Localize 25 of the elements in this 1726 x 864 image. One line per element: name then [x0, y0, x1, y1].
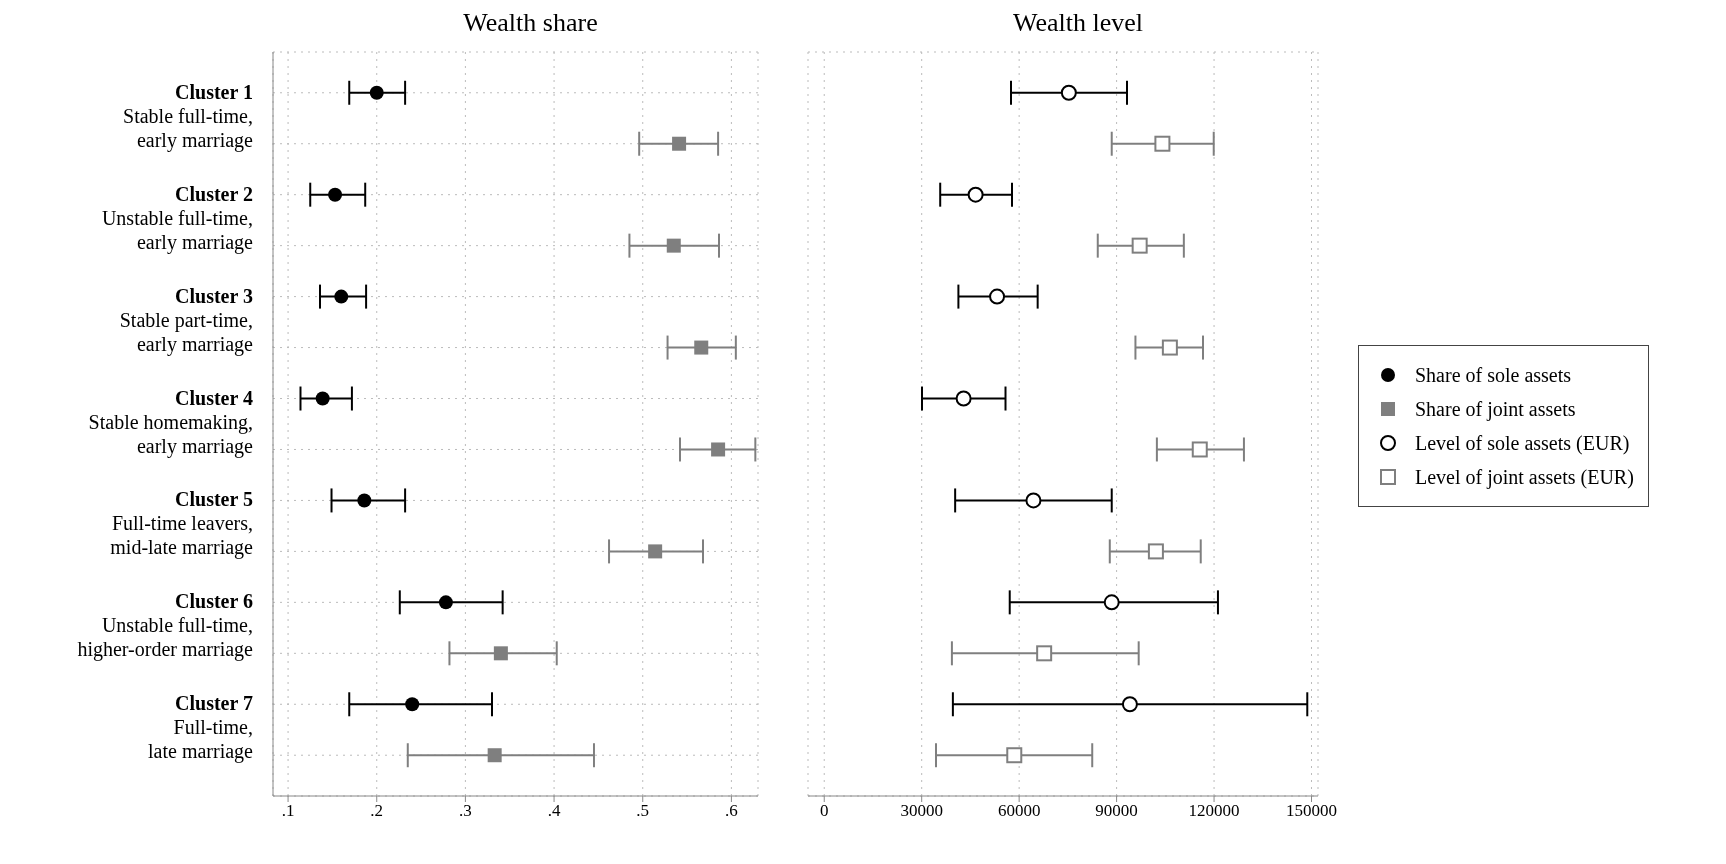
legend-label: Share of sole assets [1415, 363, 1572, 387]
x-tick-label: .2 [370, 801, 384, 821]
y-tick-label: Cluster 5 Full-time leavers, mid-late marriage [110, 488, 254, 560]
x-tick-label: 30000 [900, 801, 943, 821]
chart-title: Wealth share [462, 8, 599, 39]
x-tick-label: .4 [547, 801, 561, 821]
y-tick-label: Cluster 2 Unstable full-time, early marriage [101, 182, 254, 254]
y-tick-label: Cluster 3 Stable part-time, early marriage [119, 284, 254, 356]
chart-title: Wealth level [1012, 8, 1144, 39]
x-tick-label: .1 [281, 801, 295, 821]
x-tick-label: 120000 [1188, 801, 1240, 821]
x-tick-label: 60000 [997, 801, 1041, 821]
x-tick-label: 0 [819, 801, 829, 821]
x-tick-label: .3 [459, 801, 472, 821]
text: Level of joint assets (EUR) [1415, 465, 1634, 489]
x-tick-label: .5 [636, 801, 650, 821]
y-tick-label: Cluster 7 Full-time, late marriage [148, 692, 254, 764]
x-tick-label: 90000 [1095, 801, 1138, 821]
text: Level of sole assets (EUR) [1415, 431, 1630, 455]
x-tick-label: .6 [725, 801, 738, 821]
y-tick-label: Cluster 6 Unstable full-time, higher-order marriage [77, 590, 254, 662]
x-tick-label: 150000 [1286, 801, 1337, 821]
y-tick-label: Cluster 4 Stable homemaking, early marriage [88, 386, 254, 458]
y-tick-label: Cluster 1 Stable full-time, early marriage [123, 80, 254, 152]
legend-label: Share of joint assets [1415, 397, 1576, 421]
